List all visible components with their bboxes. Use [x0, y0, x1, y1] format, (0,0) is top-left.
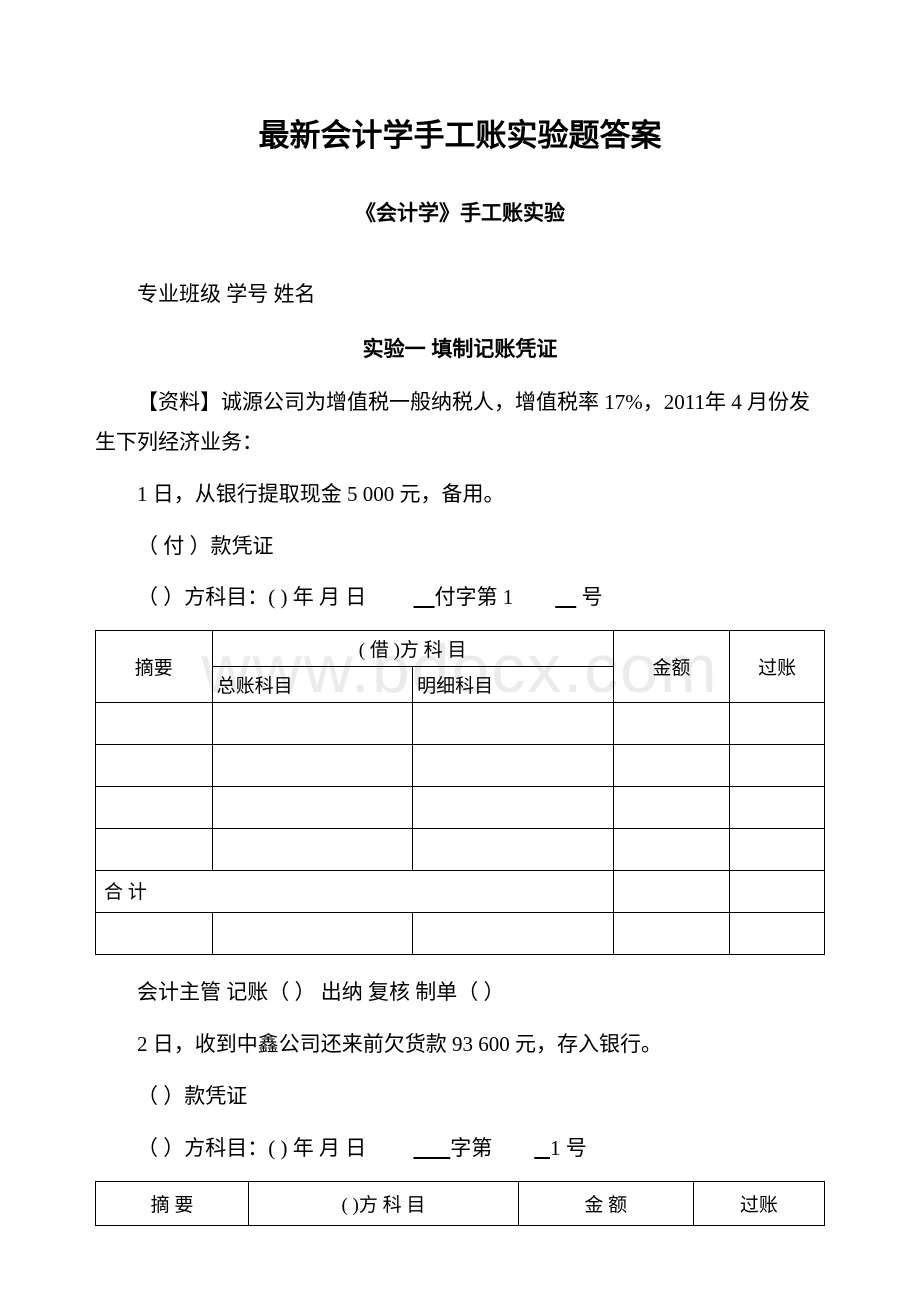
item-2: 2 日，收到中鑫公司还来前欠货款 93 600 元，存入银行。 — [95, 1025, 825, 1065]
total-amount — [613, 871, 730, 913]
voucher1-num: 付字第 1 — [435, 585, 514, 609]
header-detail: 明细科目 — [413, 667, 614, 703]
table-row: 合 计 — [96, 871, 825, 913]
table-row — [96, 913, 825, 955]
material-text: 【资料】诚源公司为增值税一般纳税人，增值税率 17%，2011年 4 月份发生下… — [95, 383, 825, 463]
main-title: 最新会计学手工账实验题答案 — [95, 110, 825, 155]
table-row — [96, 787, 825, 829]
voucher1-subject: （ ）方科目：( ) 年 月 日 — [137, 585, 372, 609]
table-row: 摘要 ( 借 )方 科 目 金额 过账 — [96, 631, 825, 667]
table-row — [96, 829, 825, 871]
voucher1-type: （ 付 ）款凭证 — [95, 527, 825, 567]
voucher2-num-prefix: 字第 — [450, 1136, 492, 1160]
voucher2-num-mid: 1 号 — [550, 1136, 587, 1160]
voucher2-underline1 — [372, 1129, 451, 1169]
voucher2-subject: （ ）方科目：( ) 年 月 日 — [137, 1136, 372, 1160]
voucher1-subject-line: （ ）方科目：( ) 年 月 日 付字第 1 号 — [95, 578, 825, 618]
item-1: 1 日，从银行提取现金 5 000 元，备用。 — [95, 475, 825, 515]
header-post: 过账 — [730, 631, 825, 703]
voucher1-underline1 — [372, 578, 435, 618]
subtitle: 《会计学》手工账实验 — [95, 197, 825, 227]
total-post — [730, 871, 825, 913]
t2-amount: 金 额 — [518, 1181, 693, 1225]
experiment-1-title: 实验一 填制记账凭证 — [95, 333, 825, 363]
header-summary: 摘要 — [96, 631, 213, 703]
voucher1-suffix: 号 — [576, 585, 602, 609]
voucher-table-1: 摘要 ( 借 )方 科 目 金额 过账 总账科目 明细科目 合 计 — [95, 630, 825, 955]
t2-post: 过账 — [693, 1181, 824, 1225]
voucher2-type: （ ）款凭证 — [95, 1077, 825, 1117]
voucher1-underline2 — [513, 578, 576, 618]
table-row: 摘 要 ( )方 科 目 金 额 过账 — [96, 1181, 825, 1225]
table-row — [96, 703, 825, 745]
class-info: 专业班级 学号 姓名 — [95, 275, 825, 315]
header-amount: 金额 — [613, 631, 730, 703]
voucher2-underline2 — [492, 1129, 550, 1169]
document-content: 最新会计学手工账实验题答案 《会计学》手工账实验 专业班级 学号 姓名 实验一 … — [95, 110, 825, 1226]
voucher-table-2: 摘 要 ( )方 科 目 金 额 过账 — [95, 1181, 825, 1226]
voucher1-footer: 会计主管 记账（ ） 出纳 复核 制单（ ） — [95, 973, 825, 1013]
total-label: 合 计 — [96, 871, 614, 913]
header-subject: ( 借 )方 科 目 — [212, 631, 613, 667]
t2-summary: 摘 要 — [96, 1181, 249, 1225]
t2-subject: ( )方 科 目 — [249, 1181, 519, 1225]
header-general: 总账科目 — [212, 667, 412, 703]
table-row — [96, 745, 825, 787]
voucher2-subject-line: （ ）方科目：( ) 年 月 日 字第 1 号 — [95, 1129, 825, 1169]
